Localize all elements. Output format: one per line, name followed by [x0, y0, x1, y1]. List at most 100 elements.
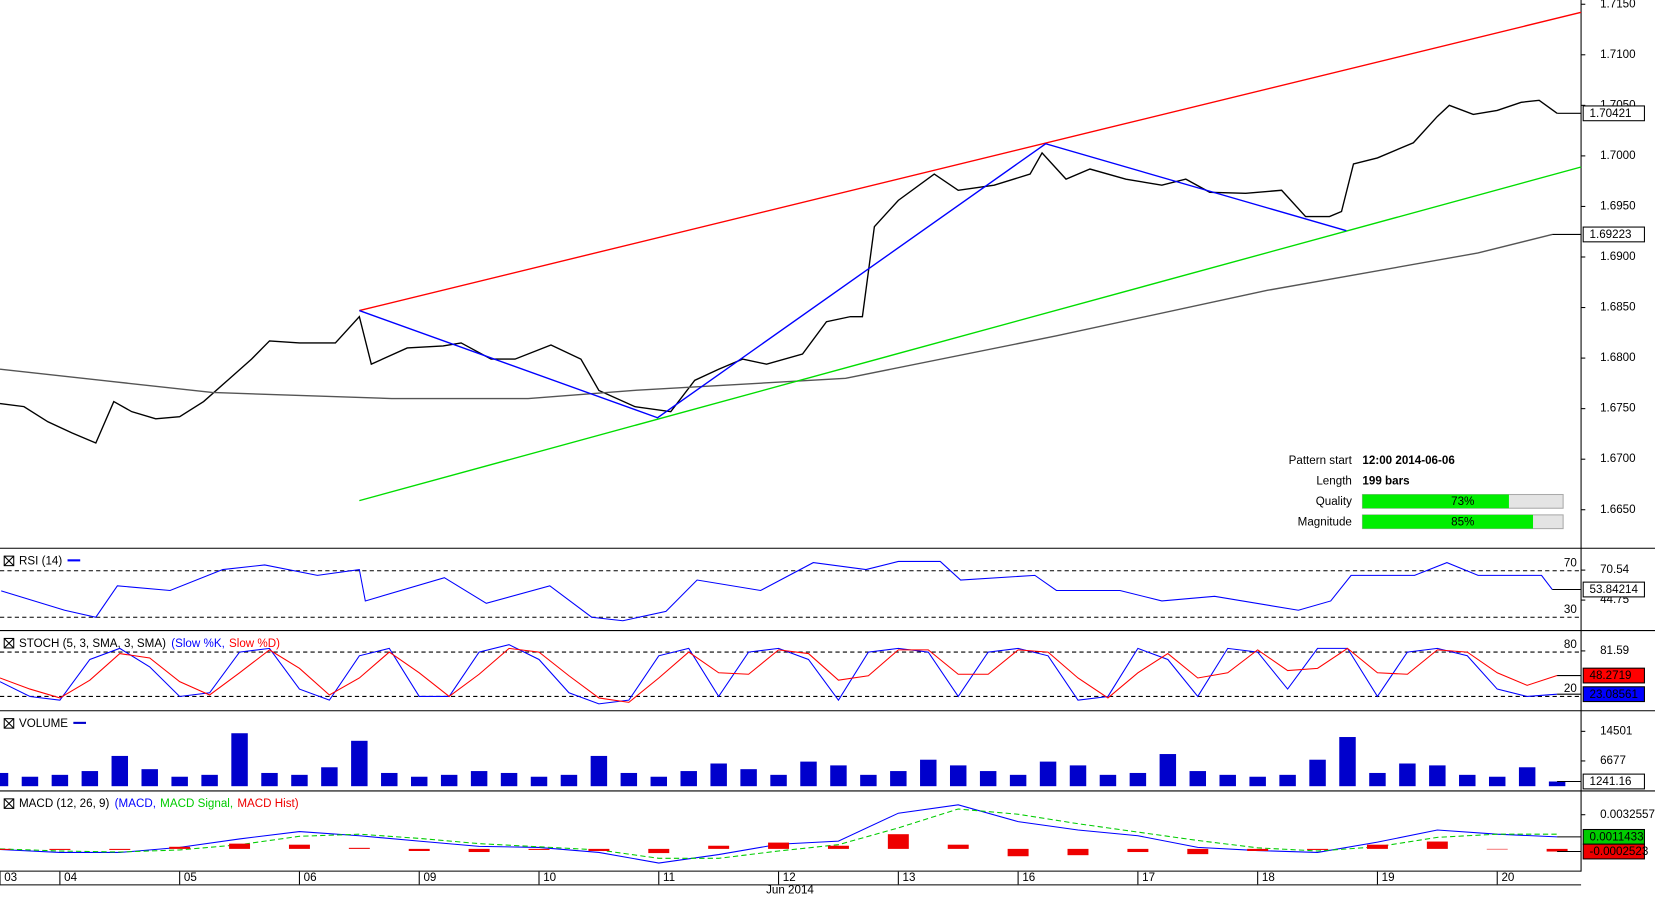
- series-line: [0, 99, 1558, 444]
- bar: [620, 772, 638, 787]
- y-tick-label: 1.7150: [1600, 0, 1636, 10]
- bar: [351, 740, 368, 787]
- y-tick-label: 70.54: [1600, 563, 1630, 576]
- y-tick-label: 1.6850: [1600, 301, 1636, 314]
- bar: [1369, 772, 1386, 787]
- bar: [21, 776, 39, 787]
- bar: [1399, 763, 1416, 787]
- bar: [348, 847, 370, 849]
- bar: [530, 776, 548, 787]
- x-tick-label: 10: [543, 871, 556, 884]
- bar: [1486, 848, 1508, 850]
- y-tick-label: 81.59: [1600, 644, 1629, 657]
- bar: [860, 774, 877, 787]
- legend-label: (MACD,: [115, 797, 156, 810]
- bar: [169, 846, 191, 849]
- bar: [141, 769, 158, 787]
- level-label: 80: [1564, 638, 1577, 651]
- series-line: [0, 233, 1553, 400]
- bar: [979, 771, 997, 787]
- pane-toggle-cross: [3, 638, 15, 649]
- x-tick-label: 13: [903, 871, 916, 884]
- last-value-label: 48.2719: [1590, 669, 1632, 682]
- series-line: [359, 143, 1347, 419]
- last-value-label: 1241.16: [1590, 775, 1632, 788]
- bar: [768, 842, 790, 849]
- x-tick-label: 11: [663, 871, 675, 884]
- bar: [229, 843, 251, 849]
- bar: [1127, 848, 1149, 853]
- bar: [680, 771, 697, 787]
- pane-toggle-cross: [3, 718, 15, 729]
- x-tick-label: 19: [1382, 871, 1395, 884]
- bar: [1518, 767, 1536, 787]
- bar: [1187, 848, 1209, 855]
- bar: [381, 772, 398, 787]
- bar: [920, 759, 937, 787]
- x-tick-label: 06: [304, 871, 317, 884]
- y-tick-label: 1.6650: [1600, 503, 1636, 516]
- bar: [231, 733, 248, 787]
- y-tick-label: 1.6950: [1600, 200, 1636, 213]
- x-tick-label: 18: [1262, 871, 1275, 884]
- bar: [590, 755, 608, 787]
- bar: [81, 771, 99, 787]
- bar: [500, 772, 518, 787]
- y-tick-label: 6677: [1600, 754, 1626, 767]
- info-label: Pattern start: [1289, 454, 1353, 467]
- bar: [1279, 774, 1296, 787]
- bar: [947, 844, 969, 849]
- series-line: [359, 11, 1582, 312]
- bar: [830, 765, 847, 787]
- x-tick-label: 17: [1142, 871, 1155, 884]
- bar: [1009, 774, 1027, 787]
- bar: [887, 834, 909, 849]
- series-line: [0, 808, 1558, 859]
- bar: [51, 774, 69, 787]
- last-value-label: 1.69223: [1590, 228, 1632, 241]
- level-label: 30: [1564, 603, 1577, 616]
- y-tick-label: 0.0032557: [1600, 808, 1655, 821]
- bar: [1069, 765, 1087, 787]
- series-line: [0, 647, 1558, 703]
- legend-label: MACD Hist): [237, 797, 298, 810]
- bar: [1007, 848, 1029, 857]
- bar: [49, 848, 71, 850]
- y-tick-label: 1.6750: [1600, 402, 1636, 415]
- bar: [708, 845, 730, 849]
- bar: [1309, 759, 1326, 787]
- bar: [800, 761, 817, 787]
- info-value: 199 bars: [1362, 475, 1409, 488]
- x-tick-label: 09: [423, 871, 436, 884]
- pane-toggle-cross: [3, 555, 15, 567]
- bar: [440, 774, 458, 787]
- series-line: [0, 644, 1558, 705]
- pane-title: RSI (14): [19, 554, 62, 567]
- x-tick-label: 20: [1501, 871, 1514, 884]
- bar: [827, 845, 849, 849]
- info-label: Magnitude: [1298, 515, 1352, 528]
- bar: [109, 848, 131, 850]
- bar: [1247, 848, 1269, 851]
- bar: [408, 848, 430, 851]
- bar: [261, 772, 278, 787]
- y-tick-label: 14501: [1600, 724, 1632, 737]
- bar: [890, 771, 907, 787]
- bar: [288, 844, 310, 849]
- bar: [648, 848, 670, 854]
- pane-title: VOLUME: [19, 717, 68, 730]
- y-tick-label: 1.7000: [1600, 149, 1636, 162]
- bar: [1546, 848, 1568, 852]
- x-tick-label: 04: [64, 871, 77, 884]
- bar: [949, 765, 967, 787]
- last-value-box: [1582, 843, 1645, 860]
- bar: [1426, 841, 1448, 849]
- last-value-box: [1582, 105, 1645, 122]
- bar: [111, 755, 129, 787]
- x-tick-label: 05: [184, 871, 197, 884]
- y-tick-label: 1.6800: [1600, 351, 1636, 364]
- x-tick-label: 12: [783, 871, 796, 884]
